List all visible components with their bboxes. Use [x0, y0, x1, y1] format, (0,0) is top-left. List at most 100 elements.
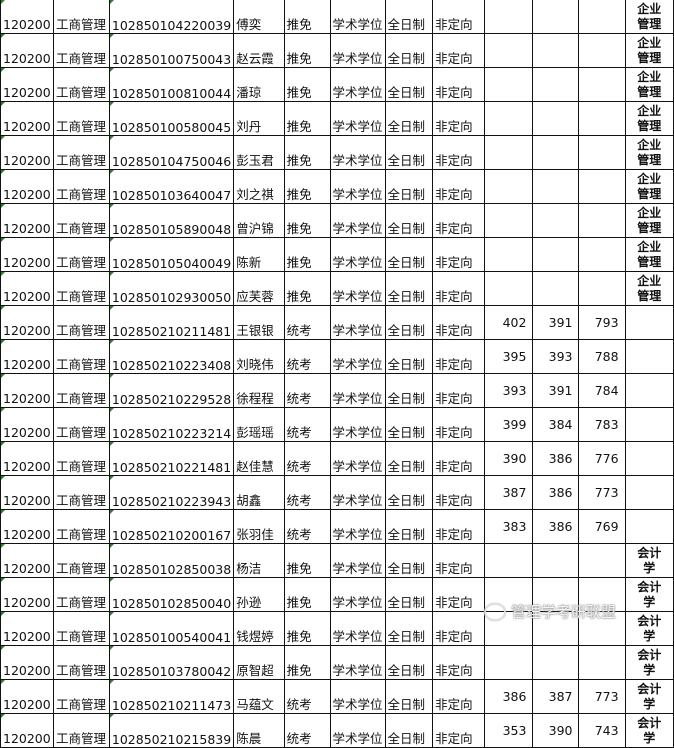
cell-research-direction: 企业管理 [624, 169, 674, 204]
cell-degree-type: 学术学位 [329, 543, 386, 578]
cell-total-score [578, 169, 626, 204]
cell-candidate-id: 102850210215839 [108, 713, 235, 748]
cell-total-score [578, 645, 626, 680]
cell-major-code: 120200 [0, 645, 54, 680]
cell-major-name: 工商管理 [52, 135, 110, 170]
cell-degree-type: 学术学位 [329, 237, 386, 272]
cell-candidate-id: 102850210211473 [108, 679, 235, 714]
cell-study-mode: 全日制 [384, 543, 434, 578]
cell-candidate-id: 102850104750046 [108, 135, 235, 170]
cell-total-score [578, 577, 626, 612]
cell-research-direction: 会计学 [624, 645, 674, 680]
cell-admission-type: 推免 [283, 101, 331, 136]
cell-research-direction: 企业管理 [624, 0, 674, 34]
cell-study-mode: 全日制 [384, 373, 434, 408]
table-row: 120200 工商管理 102850210200167 张羽佳 统考 学术学位 全日制 非定向… [0, 509, 674, 544]
cell-candidate-name: 胡鑫 [233, 475, 285, 510]
cell-major-code: 120200 [0, 713, 54, 748]
cell-degree-type: 学术学位 [329, 645, 386, 680]
cell-admission-type: 推免 [283, 135, 331, 170]
cell-score-2: 386 [532, 475, 580, 510]
cell-degree-type: 学术学位 [329, 101, 386, 136]
cell-orientation: 非定向 [432, 577, 485, 612]
cell-candidate-id: 102850210223214 [108, 407, 235, 442]
cell-candidate-id: 102850210211481 [108, 305, 235, 340]
cell-admission-type: 统考 [283, 441, 331, 476]
cell-degree-type: 学术学位 [329, 407, 386, 442]
cell-score-1 [483, 169, 534, 204]
cell-score-2: 391 [532, 305, 580, 340]
cell-study-mode: 全日制 [384, 339, 434, 374]
cell-major-code: 120200 [0, 33, 54, 68]
cell-major-name: 工商管理 [52, 339, 110, 374]
cell-score-2 [532, 203, 580, 238]
cell-degree-type: 学术学位 [329, 441, 386, 476]
cell-score-2: 384 [532, 407, 580, 442]
cell-degree-type: 学术学位 [329, 475, 386, 510]
cell-total-score: 783 [578, 407, 626, 442]
cell-score-2 [532, 0, 580, 34]
cell-admission-type: 统考 [283, 679, 331, 714]
cell-major-name: 工商管理 [52, 543, 110, 578]
cell-score-1 [483, 237, 534, 272]
cell-score-1: 383 [483, 509, 534, 544]
cell-candidate-name: 王银银 [233, 305, 285, 340]
cell-major-name: 工商管理 [52, 101, 110, 136]
cell-research-direction: 企业管理 [624, 203, 674, 238]
cell-candidate-id: 102850105890048 [108, 203, 235, 238]
cell-total-score [578, 67, 626, 102]
cell-admission-type: 推免 [283, 67, 331, 102]
cell-total-score [578, 101, 626, 136]
cell-candidate-name: 赵云霞 [233, 33, 285, 68]
cell-score-1: 393 [483, 373, 534, 408]
cell-orientation: 非定向 [432, 67, 485, 102]
cell-candidate-name: 钱煜婷 [233, 611, 285, 646]
cell-score-1 [483, 101, 534, 136]
cell-candidate-name: 孙逊 [233, 577, 285, 612]
cell-study-mode: 全日制 [384, 67, 434, 102]
cell-major-name: 工商管理 [52, 373, 110, 408]
cell-admission-type: 推免 [283, 543, 331, 578]
cell-admission-type: 推免 [283, 237, 331, 272]
cell-score-1 [483, 543, 534, 578]
cell-major-code: 120200 [0, 305, 54, 340]
cell-orientation: 非定向 [432, 339, 485, 374]
cell-score-2 [532, 271, 580, 306]
cell-candidate-id: 102850210221481 [108, 441, 235, 476]
cell-research-direction: 企业管理 [624, 237, 674, 272]
cell-orientation: 非定向 [432, 611, 485, 646]
table-row: 120200 工商管理 102850210215839 陈晨 统考 学术学位 全日制 非定向 3… [0, 713, 674, 748]
cell-candidate-name: 杨洁 [233, 543, 285, 578]
cell-study-mode: 全日制 [384, 237, 434, 272]
cell-orientation: 非定向 [432, 271, 485, 306]
cell-study-mode: 全日制 [384, 0, 434, 34]
table-row: 120200 工商管理 102850210229528 徐程程 统考 学术学位 全日制 非定向… [0, 373, 674, 408]
cell-research-direction [624, 339, 674, 374]
cell-study-mode: 全日制 [384, 679, 434, 714]
cell-candidate-name: 马蕴文 [233, 679, 285, 714]
cell-study-mode: 全日制 [384, 203, 434, 238]
cell-major-code: 120200 [0, 203, 54, 238]
cell-score-2: 387 [532, 679, 580, 714]
cell-score-2 [532, 33, 580, 68]
cell-orientation: 非定向 [432, 645, 485, 680]
cell-candidate-id: 102850103640047 [108, 169, 235, 204]
table-row: 120200 工商管理 102850105040049 陈新 推免 学术学位 全日制 非定向 企… [0, 237, 674, 272]
cell-total-score [578, 203, 626, 238]
cell-orientation: 非定向 [432, 373, 485, 408]
cell-total-score: 788 [578, 339, 626, 374]
cell-study-mode: 全日制 [384, 101, 434, 136]
cell-major-code: 120200 [0, 407, 54, 442]
cell-research-direction: 会计学 [624, 577, 674, 612]
cell-major-code: 120200 [0, 67, 54, 102]
cell-candidate-name: 刘晓伟 [233, 339, 285, 374]
cell-orientation: 非定向 [432, 203, 485, 238]
cell-major-name: 工商管理 [52, 577, 110, 612]
cell-admission-type: 推免 [283, 577, 331, 612]
cell-major-code: 120200 [0, 169, 54, 204]
cell-research-direction: 企业管理 [624, 271, 674, 306]
cell-score-2 [532, 543, 580, 578]
cell-major-code: 120200 [0, 373, 54, 408]
cell-score-2 [532, 237, 580, 272]
wechat-icon [484, 603, 506, 621]
